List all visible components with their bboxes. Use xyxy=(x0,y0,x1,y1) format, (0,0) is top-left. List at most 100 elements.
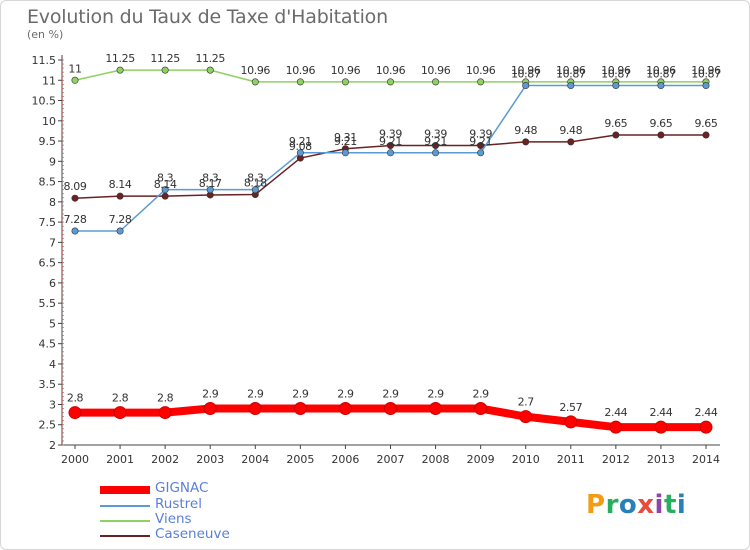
data-label-gignac: 2.9 xyxy=(382,388,399,401)
y-tick-label: 4 xyxy=(49,358,56,371)
data-label-gignac: 2.9 xyxy=(292,388,309,401)
data-label-caseneuve: 9.65 xyxy=(604,117,627,130)
data-label-rustrel: 9.21 xyxy=(424,135,447,148)
data-point-viens xyxy=(71,76,79,84)
x-tick-label: 2014 xyxy=(692,453,720,466)
data-label-gignac: 2.44 xyxy=(649,406,672,419)
data-label-rustrel: 10.87 xyxy=(646,68,676,81)
data-label-gignac: 2.9 xyxy=(247,388,264,401)
logo-letter: o xyxy=(618,490,638,520)
x-tick-label: 2009 xyxy=(467,453,495,466)
axes: 2 2.5 3 3.5 4 4.5 5 5.5 6 6.5 7 7.5 8 8.5 9 9.5 10 10.5 11… xyxy=(32,54,720,466)
data-label-rustrel: 9.21 xyxy=(379,135,402,148)
data-point-rustrel xyxy=(702,82,710,90)
y-tick-label: 9.5 xyxy=(39,135,57,148)
data-label-gignac: 2.9 xyxy=(427,388,444,401)
data-point-rustrel xyxy=(251,186,259,194)
data-label-viens: 10.96 xyxy=(241,64,271,77)
series-layer xyxy=(68,66,713,434)
data-point-rustrel xyxy=(296,149,304,157)
data-point-rustrel xyxy=(567,82,575,90)
data-label-caseneuve: 9.39 xyxy=(469,128,492,141)
y-tick-label: 11 xyxy=(42,74,56,87)
data-point-rustrel xyxy=(522,82,530,90)
data-label-viens: 11 xyxy=(68,62,81,75)
data-label-rustrel: 7.28 xyxy=(64,213,87,226)
data-label-rustrel: 10.87 xyxy=(691,68,721,81)
data-label-gignac: 2.8 xyxy=(157,392,174,405)
x-tick-label: 2006 xyxy=(331,453,359,466)
data-label-gignac: 2.8 xyxy=(67,392,84,405)
y-tick-label: 10 xyxy=(42,115,56,128)
data-point-viens xyxy=(432,78,440,86)
data-label-rustrel: 7.28 xyxy=(109,213,132,226)
x-tick-label: 2013 xyxy=(647,453,675,466)
data-point-viens xyxy=(477,78,485,86)
data-label-viens: 10.96 xyxy=(646,64,676,77)
data-point-viens xyxy=(161,66,169,74)
data-point-gignac xyxy=(113,406,127,420)
data-point-caseneuve xyxy=(657,131,665,139)
data-label-rustrel: 10.87 xyxy=(601,68,631,81)
y-tick-label: 11.5 xyxy=(32,54,57,67)
logo-letter: P xyxy=(586,490,606,520)
data-point-gignac xyxy=(293,402,307,416)
x-tick-label: 2004 xyxy=(241,453,269,466)
data-label-caseneuve: 9.65 xyxy=(695,117,718,130)
legend-swatch xyxy=(100,520,150,522)
logo-letter: r xyxy=(605,490,619,520)
y-tick-label: 9 xyxy=(49,155,56,168)
data-label-caseneuve: 8.17 xyxy=(199,177,222,190)
data-label-caseneuve: 8.14 xyxy=(154,178,177,191)
y-tick-label: 7.5 xyxy=(39,216,57,229)
data-point-rustrel xyxy=(612,82,620,90)
data-label-caseneuve: 9.39 xyxy=(424,128,447,141)
data-label-caseneuve: 9.48 xyxy=(559,124,582,137)
data-label-rustrel: 8.3 xyxy=(247,172,264,185)
y-tick-label: 5.5 xyxy=(39,297,57,310)
data-point-caseneuve xyxy=(386,142,394,150)
data-label-rustrel: 9.21 xyxy=(469,135,492,148)
data-point-caseneuve xyxy=(477,142,485,150)
data-point-rustrel xyxy=(477,149,485,157)
data-point-viens xyxy=(386,78,394,86)
y-tick-label: 10.5 xyxy=(32,95,57,108)
x-tick-label: 2005 xyxy=(286,453,314,466)
data-label-gignac: 2.9 xyxy=(202,388,219,401)
chart-title: Evolution du Taux de Taxe d'Habitation xyxy=(27,6,388,28)
legend-label: Viens xyxy=(155,511,192,527)
data-label-rustrel: 9.21 xyxy=(334,135,357,148)
data-label-caseneuve: 9.31 xyxy=(334,131,357,144)
x-tick-label: 2010 xyxy=(512,453,540,466)
data-label-gignac: 2.57 xyxy=(559,401,582,414)
x-tick-label: 2008 xyxy=(422,453,450,466)
y-tick-label: 2.5 xyxy=(39,419,57,432)
data-point-gignac xyxy=(699,420,713,434)
data-point-caseneuve xyxy=(161,192,169,200)
x-tick-label: 2012 xyxy=(602,453,630,466)
data-label-viens: 10.96 xyxy=(466,64,496,77)
data-label-viens: 10.96 xyxy=(421,64,451,77)
data-point-gignac xyxy=(338,402,352,416)
data-point-gignac xyxy=(203,402,217,416)
data-point-gignac xyxy=(654,420,668,434)
data-label-gignac: 2.44 xyxy=(604,406,627,419)
x-tick-label: 2001 xyxy=(106,453,134,466)
data-point-caseneuve xyxy=(71,194,79,202)
data-point-gignac xyxy=(564,415,578,429)
data-label-gignac: 2.9 xyxy=(472,388,489,401)
data-point-gignac xyxy=(158,406,172,420)
data-point-caseneuve xyxy=(567,138,575,146)
data-label-rustrel: 10.87 xyxy=(556,68,586,81)
data-label-gignac: 2.9 xyxy=(337,388,354,401)
data-label-caseneuve: 9.65 xyxy=(649,117,672,130)
data-label-gignac: 2.8 xyxy=(112,392,129,405)
y-axis-unit-label: (en %) xyxy=(27,28,64,41)
data-label-viens: 10.96 xyxy=(376,64,406,77)
legend-swatch xyxy=(100,505,150,507)
data-label-rustrel: 10.87 xyxy=(511,68,541,81)
y-tick-label: 2 xyxy=(49,439,56,452)
data-point-gignac xyxy=(519,410,533,424)
legend-swatch xyxy=(100,535,150,537)
